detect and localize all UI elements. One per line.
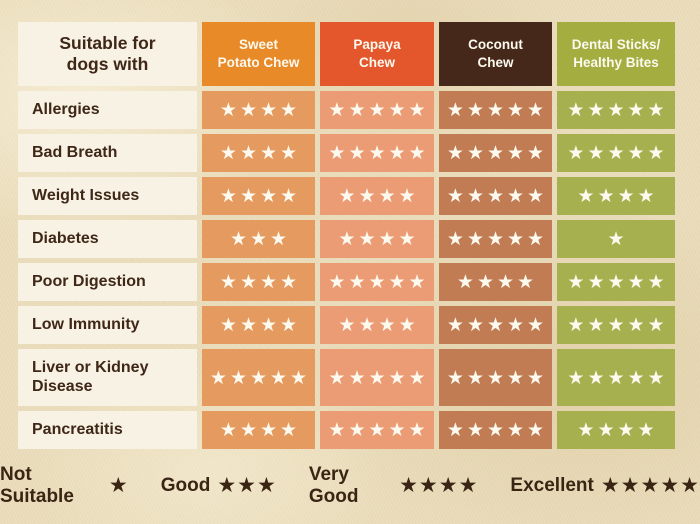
column-header-line: Chew	[477, 55, 514, 70]
rating-cell-allergies-sweet-potato-chew: ★★★★	[202, 91, 315, 129]
rating-cell-low-immunity-papaya-chew: ★★★★	[320, 306, 434, 344]
column-header-line: Chew	[358, 55, 395, 70]
column-header-coconut-chew: Coconut Chew	[439, 22, 552, 86]
column-header-line: Potato Chew	[217, 55, 300, 70]
rating-cell-weight-issues-papaya-chew: ★★★★	[320, 177, 434, 215]
rating-cell-poor-digestion-sweet-potato-chew: ★★★★	[202, 263, 315, 301]
rating-cell-poor-digestion-coconut-chew: ★★★★	[439, 263, 552, 301]
rating-cell-low-immunity-dental-sticks-healthy-bites: ★★★★★	[557, 306, 675, 344]
comparison-table: Suitable for dogs with Sweet Potato Chew Pa…	[18, 22, 675, 449]
rating-cell-liver-or-kidney-disease-sweet-potato-chew: ★★★★★	[202, 349, 315, 406]
legend-stars: ★★★	[217, 472, 277, 497]
table-title-line: Suitable for	[59, 32, 156, 53]
rating-cell-diabetes-sweet-potato-chew: ★★★	[202, 220, 315, 258]
column-header-line: Dental Sticks/	[571, 37, 661, 53]
row-label-diabetes: Diabetes	[18, 220, 197, 258]
rating-cell-allergies-coconut-chew: ★★★★★	[439, 91, 552, 129]
rating-cell-poor-digestion-papaya-chew: ★★★★★	[320, 263, 434, 301]
legend-label: Not Suitable	[0, 464, 74, 507]
rating-cell-low-immunity-sweet-potato-chew: ★★★★	[202, 306, 315, 344]
rating-legend: Not Suitable ★ Good ★★★ Very Good ★★★★ Excelle…	[0, 464, 700, 508]
rating-cell-pancreatitis-dental-sticks-healthy-bites: ★★★★	[557, 411, 675, 449]
legend-stars: ★★★★	[399, 472, 479, 497]
column-header-sweet-potato-chew: Sweet Potato Chew	[202, 22, 315, 86]
rating-cell-weight-issues-dental-sticks-healthy-bites: ★★★★	[557, 177, 675, 215]
rating-cell-diabetes-coconut-chew: ★★★★★	[439, 220, 552, 258]
legend-item-excellent: Excellent ★★★★★	[510, 472, 700, 498]
legend-item-not-suitable: Not Suitable ★	[0, 464, 129, 508]
rating-cell-poor-digestion-dental-sticks-healthy-bites: ★★★★★	[557, 263, 675, 301]
table-title-line: dogs with	[66, 54, 149, 74]
column-header-line: Sweet	[238, 37, 279, 53]
column-header-papaya-chew: Papaya Chew	[320, 22, 434, 86]
rating-cell-liver-or-kidney-disease-coconut-chew: ★★★★★	[439, 349, 552, 406]
row-label-low-immunity: Low Immunity	[18, 306, 197, 344]
rating-cell-bad-breath-dental-sticks-healthy-bites: ★★★★★	[557, 134, 675, 172]
legend-item-very-good: Very Good ★★★★	[309, 464, 479, 508]
rating-cell-pancreatitis-sweet-potato-chew: ★★★★	[202, 411, 315, 449]
rating-cell-bad-breath-papaya-chew: ★★★★★	[320, 134, 434, 172]
rating-cell-diabetes-papaya-chew: ★★★★	[320, 220, 434, 258]
column-header-dental-sticks-healthy-bites: Dental Sticks/Healthy Bites	[557, 22, 675, 86]
rating-cell-low-immunity-coconut-chew: ★★★★★	[439, 306, 552, 344]
rating-cell-bad-breath-coconut-chew: ★★★★★	[439, 134, 552, 172]
rating-cell-diabetes-dental-sticks-healthy-bites: ★	[557, 220, 675, 258]
row-label-bad-breath: Bad Breath	[18, 134, 197, 172]
legend-stars: ★★★★★	[600, 472, 700, 497]
row-label-pancreatitis: Pancreatitis	[18, 411, 197, 449]
table-title: Suitable for dogs with	[18, 22, 197, 86]
rating-cell-pancreatitis-papaya-chew: ★★★★★	[320, 411, 434, 449]
column-header-line: Healthy Bites	[573, 55, 659, 70]
rating-cell-liver-or-kidney-disease-papaya-chew: ★★★★★	[320, 349, 434, 406]
legend-label: Good	[160, 475, 211, 496]
rating-cell-pancreatitis-coconut-chew: ★★★★★	[439, 411, 552, 449]
row-label-weight-issues: Weight Issues	[18, 177, 197, 215]
column-header-line: Papaya	[353, 37, 401, 53]
rating-cell-weight-issues-sweet-potato-chew: ★★★★	[202, 177, 315, 215]
legend-label: Excellent	[510, 475, 594, 496]
row-label-allergies: Allergies	[18, 91, 197, 129]
legend-item-good: Good ★★★	[160, 472, 277, 498]
rating-cell-weight-issues-coconut-chew: ★★★★★	[439, 177, 552, 215]
rating-cell-liver-or-kidney-disease-dental-sticks-healthy-bites: ★★★★★	[557, 349, 675, 406]
row-label-poor-digestion: Poor Digestion	[18, 263, 197, 301]
legend-label: Very Good	[308, 464, 359, 507]
legend-stars: ★	[108, 472, 129, 497]
column-header-line: Coconut	[468, 37, 523, 53]
rating-cell-bad-breath-sweet-potato-chew: ★★★★	[202, 134, 315, 172]
rating-cell-allergies-papaya-chew: ★★★★★	[320, 91, 434, 129]
row-label-liver-or-kidney-disease: Liver or Kidney Disease	[18, 349, 197, 406]
rating-cell-allergies-dental-sticks-healthy-bites: ★★★★★	[557, 91, 675, 129]
